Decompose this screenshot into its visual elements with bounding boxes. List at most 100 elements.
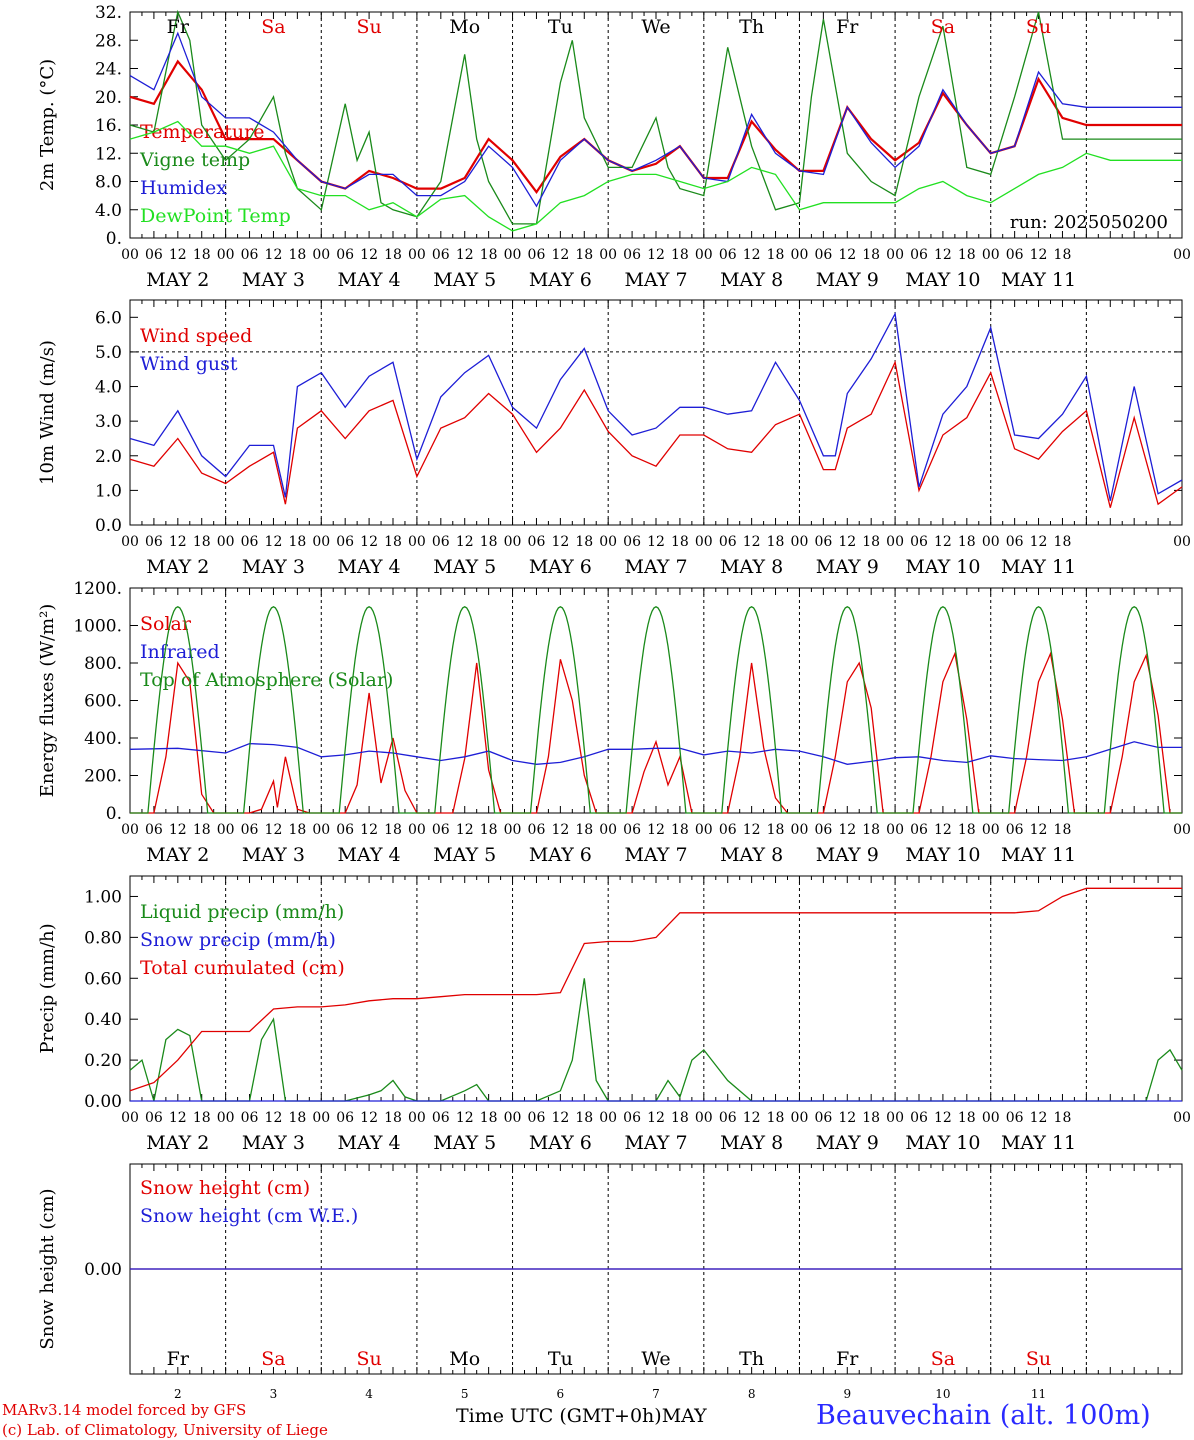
hour-label: 00 [695, 534, 713, 550]
hour-label: 12 [647, 534, 665, 550]
date-label: MAY 9 [816, 1132, 879, 1154]
hour-label: 06 [623, 822, 641, 838]
day-abbr-label: Th [739, 1348, 764, 1370]
run-annotation: run: 2025050200 [1010, 212, 1168, 233]
hour-label: 12 [647, 247, 665, 263]
hour-label: 00 [886, 247, 904, 263]
hour-label: 06 [528, 247, 546, 263]
y-tick-label: 800. [84, 654, 122, 674]
y-tick-label: 3.0 [95, 412, 122, 432]
hour-label: 18 [862, 247, 880, 263]
date-label: MAY 10 [905, 556, 980, 578]
date-label: MAY 7 [624, 1132, 687, 1154]
legend-entry: Wind speed [140, 325, 252, 347]
hour-label: 00 [982, 822, 1000, 838]
date-label: MAY 5 [433, 844, 496, 866]
model-credit-line1: MARv3.14 model forced by GFS [2, 1401, 247, 1419]
y-tick-label: 0.80 [84, 928, 122, 948]
hour-label: 00 [791, 247, 809, 263]
y-tick-label: 600. [84, 692, 122, 712]
hour-label: 00 [217, 534, 235, 550]
hour-label: 12 [169, 822, 187, 838]
legend-entry: Snow precip (mm/h) [140, 929, 336, 951]
legend-entry: DewPoint Temp [140, 205, 291, 227]
hour-label: 18 [384, 822, 402, 838]
hour-label: 18 [575, 534, 593, 550]
y-tick-label: 1.0 [95, 481, 122, 501]
day-number-label: 8 [748, 1387, 756, 1400]
hour-label: 18 [958, 247, 976, 263]
hour-label: 00 [791, 534, 809, 550]
hour-label: 18 [575, 247, 593, 263]
hour-label: 12 [934, 1110, 952, 1126]
date-label: MAY 6 [529, 1132, 592, 1154]
hour-label: 18 [193, 822, 211, 838]
hour-label: 12 [743, 534, 761, 550]
y-tick-label: 20. [95, 88, 122, 108]
day-abbr-label: Fr [836, 1348, 859, 1370]
hour-label: 00 [408, 534, 426, 550]
hour-label: 18 [767, 822, 785, 838]
date-label: MAY 10 [905, 269, 980, 291]
date-label: MAY 11 [1001, 844, 1076, 866]
y-tick-label: 0. [106, 229, 122, 249]
hour-label: 18 [384, 534, 402, 550]
y-tick-label: 5.0 [95, 343, 122, 363]
legend-entry: Liquid precip (mm/h) [140, 901, 344, 923]
day-abbr-label: Su [1026, 16, 1051, 38]
hour-label: 12 [456, 822, 474, 838]
day-abbr-label: Tu [548, 1348, 573, 1370]
y-tick-label: 24. [95, 60, 122, 80]
date-label: MAY 8 [720, 844, 783, 866]
hour-label: 12 [1030, 534, 1048, 550]
y-tick-label: 0.00 [84, 1092, 122, 1112]
hour-label: 06 [336, 1110, 354, 1126]
hour-label: 12 [1030, 247, 1048, 263]
hour-label: 06 [528, 822, 546, 838]
hour-label: 12 [456, 1110, 474, 1126]
hour-label: 06 [145, 1110, 163, 1126]
hour-label: 18 [767, 534, 785, 550]
hour-label: 12 [169, 247, 187, 263]
y-tick-label: 400. [84, 729, 122, 749]
hour-label: 00 [599, 822, 617, 838]
series-line-top-of-atmosphere-solar- [130, 606, 1182, 814]
hour-label: 06 [336, 822, 354, 838]
hour-label: 06 [814, 822, 832, 838]
y-tick-label: 16. [95, 116, 122, 136]
day-abbr-label: Mo [449, 1348, 480, 1370]
hour-label: 00 [886, 1110, 904, 1126]
y-axis-title: Snow height (cm) [37, 1188, 58, 1349]
hour-label: 00 [599, 534, 617, 550]
hour-label: 18 [384, 1110, 402, 1126]
hour-label: 18 [767, 247, 785, 263]
hour-label: 18 [480, 822, 498, 838]
date-label: MAY 8 [720, 1132, 783, 1154]
hour-label: 00 [695, 1110, 713, 1126]
station-name: Beauvechain (alt. 100m) [816, 1400, 1151, 1431]
hour-label: 12 [743, 247, 761, 263]
hour-label: 00 [121, 534, 139, 550]
y-axis-title: Precip (mm/h) [37, 923, 58, 1053]
hour-label: 06 [432, 1110, 450, 1126]
y-tick-label: 0. [106, 804, 122, 824]
hour-label: 12 [934, 247, 952, 263]
y-tick-label: 1200. [73, 579, 122, 599]
hour-label: 00 [982, 1110, 1000, 1126]
y-tick-label: 1.00 [84, 887, 122, 907]
date-label: MAY 2 [146, 844, 209, 866]
day-abbr-label: We [641, 16, 670, 38]
date-label: MAY 2 [146, 269, 209, 291]
hour-label: 18 [862, 1110, 880, 1126]
hour-label: 00 [408, 1110, 426, 1126]
y-tick-label: 0.00 [84, 1260, 122, 1280]
hour-label: 18 [193, 534, 211, 550]
day-number-label: 3 [270, 1387, 278, 1400]
hour-label: 00 [504, 534, 522, 550]
series-line-vigne-temp [129, 9, 1182, 225]
hour-label: 00 [312, 1110, 330, 1126]
y-tick-label: 0.20 [84, 1051, 122, 1071]
hour-label: 06 [719, 822, 737, 838]
hour-label: 00 [217, 1110, 235, 1126]
day-abbr-label: We [641, 1348, 670, 1370]
